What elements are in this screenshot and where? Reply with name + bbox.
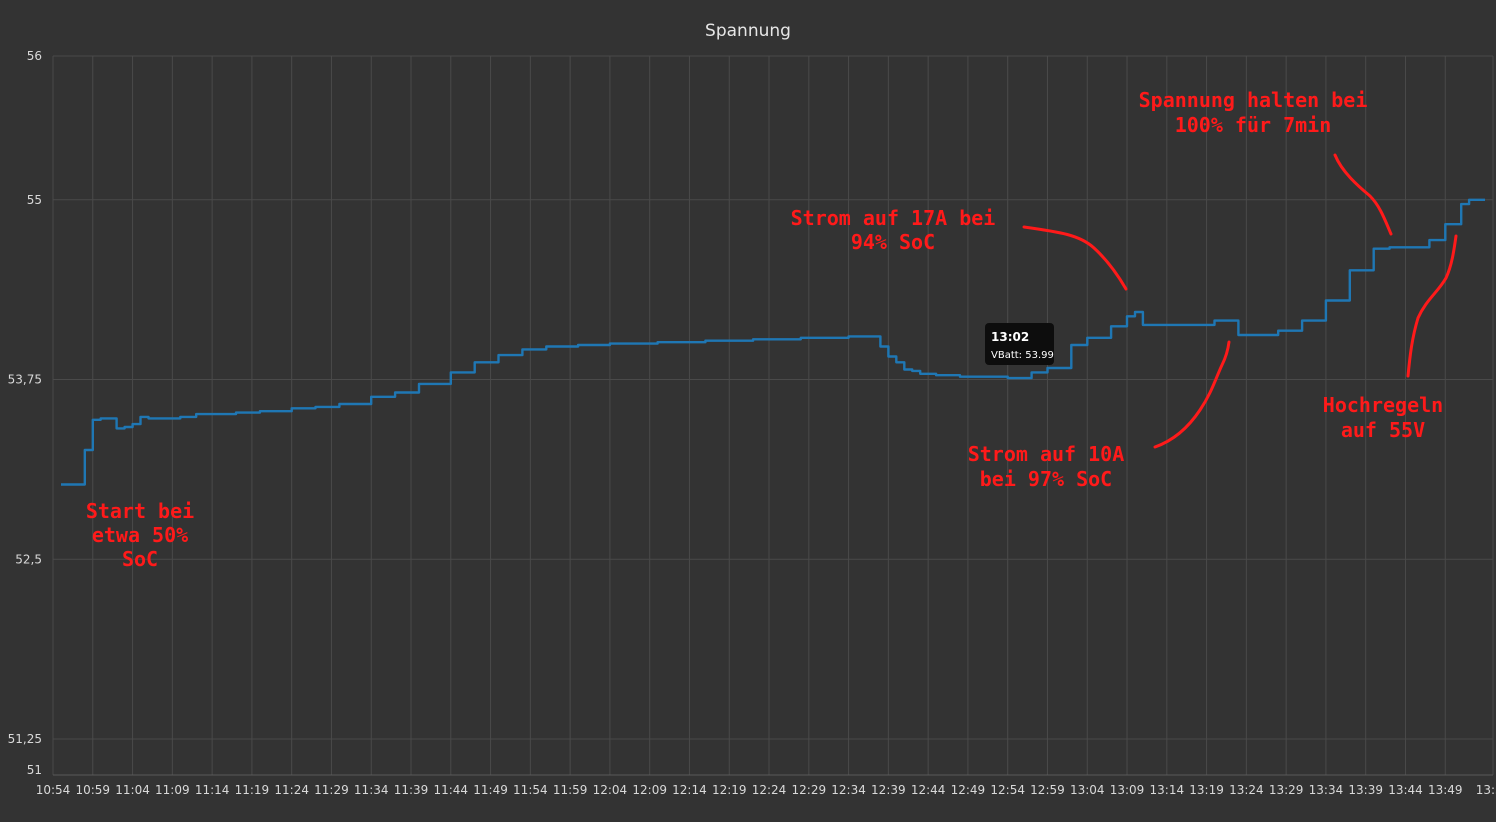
- chart-title: Spannung: [705, 21, 791, 41]
- x-tick-label: 13:39: [1348, 783, 1383, 797]
- x-tick-label: 12:54: [990, 783, 1025, 797]
- x-tick-label: 13:44: [1388, 783, 1423, 797]
- annotation-start: Start bei etwa 50% SoC: [86, 499, 194, 571]
- annotation-hochregeln-arrow: [1406, 234, 1458, 378]
- x-tick-label: 11:19: [235, 783, 270, 797]
- x-tick-label: 11:24: [274, 783, 309, 797]
- x-tick-label: 10:59: [75, 783, 110, 797]
- tooltip-box: [985, 323, 1054, 365]
- x-tick-label: 13:04: [1070, 783, 1105, 797]
- y-tick-label: 56: [27, 49, 42, 63]
- y-axis: 51 51,25 52,5 53,75 55 56: [8, 49, 42, 777]
- x-tick-label: 11:04: [115, 783, 150, 797]
- x-tick-label: 13:34: [1309, 783, 1344, 797]
- x-tick-label: 12:14: [672, 783, 707, 797]
- x-tick-label: 13:19: [1189, 783, 1224, 797]
- x-tick-label: 12:59: [1030, 783, 1065, 797]
- x-tick-label: 12:49: [951, 783, 986, 797]
- x-tick-label: 13:09: [1110, 783, 1145, 797]
- x-tick-label: 11:39: [394, 783, 429, 797]
- x-tick-label: 13:14: [1150, 783, 1185, 797]
- annotation-hold-line-2: 100% für 7min: [1175, 113, 1332, 137]
- tooltip: 13:02 VBatt: 53.99: [985, 323, 1054, 365]
- x-tick-label: 12:34: [831, 783, 866, 797]
- annotation-hold-arrow: [1333, 153, 1393, 236]
- x-tick-label: 12:19: [712, 783, 747, 797]
- annotation-hochregeln: Hochregeln auf 55V: [1323, 234, 1458, 442]
- annotation-17a: Strom auf 17A bei 94% SoC: [791, 206, 1128, 291]
- annotation-17a-arrow: [1022, 225, 1128, 291]
- y-tick-label: 52,5: [15, 552, 42, 566]
- annotation-start-line-3: SoC: [122, 547, 158, 571]
- y-tick-label: 51,25: [8, 732, 42, 746]
- tooltip-value: VBatt: 53.99: [991, 350, 1054, 361]
- annotation-17a-line-1: Strom auf 17A bei: [791, 206, 996, 230]
- annotation-10a-line-1: Strom auf 10A: [968, 442, 1125, 466]
- x-tick-label: 13:24: [1229, 783, 1264, 797]
- x-axis: 10:54 10:59 11:04 11:09 11:14 11:19 11:24 11:29…: [36, 783, 1496, 797]
- annotation-10a-line-2: bei 97% SoC: [980, 467, 1112, 491]
- annotation-10a: Strom auf 10A bei 97% SoC: [968, 340, 1231, 491]
- annotation-hold-line-1: Spannung halten bei: [1139, 88, 1368, 112]
- x-tick-label: 10:54: [36, 783, 71, 797]
- grid: [52, 55, 1494, 776]
- x-tick-label: 11:49: [473, 783, 508, 797]
- x-tick-label: 11:29: [314, 783, 349, 797]
- x-tick-label: 11:09: [155, 783, 190, 797]
- x-tick-label: 12:24: [752, 783, 787, 797]
- x-tick-label: 12:04: [593, 783, 628, 797]
- x-tick-label: 12:29: [792, 783, 827, 797]
- y-tick-label: 51: [27, 763, 42, 777]
- x-tick-label: 13:29: [1269, 783, 1304, 797]
- tooltip-time: 13:02: [991, 330, 1029, 344]
- x-tick-label: 13:55: [1476, 783, 1496, 797]
- x-tick-label: 11:44: [433, 783, 468, 797]
- x-tick-label: 12:09: [632, 783, 667, 797]
- x-tick-label: 12:39: [871, 783, 906, 797]
- x-tick-label: 13:49: [1428, 783, 1463, 797]
- y-tick-label: 53,75: [8, 373, 42, 387]
- series-line-vbatt[interactable]: [61, 198, 1485, 486]
- annotation-start-line-2: etwa 50%: [92, 523, 188, 547]
- x-tick-label: 11:14: [195, 783, 230, 797]
- x-tick-label: 11:34: [354, 783, 389, 797]
- annotation-hold: Spannung halten bei 100% für 7min: [1139, 88, 1393, 236]
- annotation-17a-line-2: 94% SoC: [851, 230, 935, 254]
- x-tick-label: 11:54: [513, 783, 548, 797]
- y-tick-label: 55: [27, 193, 42, 207]
- annotation-hochregeln-line-1: Hochregeln: [1323, 393, 1443, 417]
- annotation-10a-arrow: [1153, 340, 1231, 449]
- x-tick-label: 11:59: [553, 783, 588, 797]
- annotation-start-line-1: Start bei: [86, 499, 194, 523]
- x-tick-label: 12:44: [911, 783, 946, 797]
- annotation-hochregeln-line-2: auf 55V: [1341, 418, 1425, 442]
